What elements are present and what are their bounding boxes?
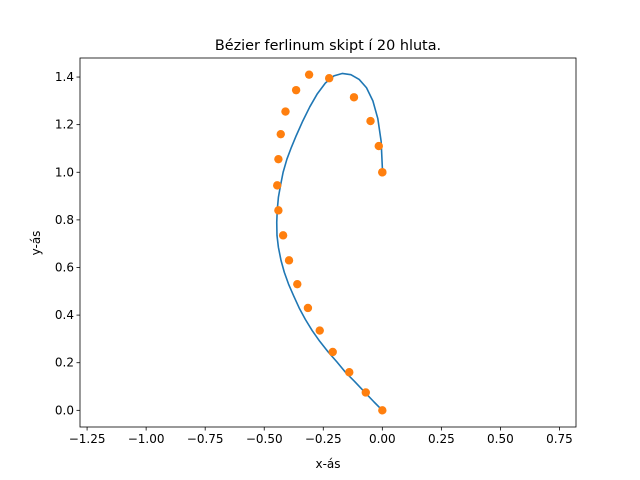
y-tick-label: 0.0 <box>55 403 74 417</box>
x-axis-label: x-ás <box>315 457 340 471</box>
x-tick-label: −1.00 <box>128 432 165 446</box>
y-tick-label: 0.8 <box>55 213 74 227</box>
x-tick-label: −0.25 <box>305 432 342 446</box>
x-tick-label: 0.25 <box>428 432 455 446</box>
plot-area <box>273 70 387 415</box>
axes-frame <box>79 57 577 428</box>
segment-point-marker <box>303 303 313 313</box>
segment-point-marker <box>378 168 387 177</box>
segment-point-marker <box>378 406 387 415</box>
segment-point-marker <box>276 129 285 139</box>
segment-point-marker <box>349 93 359 102</box>
y-axis-label: y-ás <box>29 231 43 256</box>
x-tick-label: −0.75 <box>187 432 224 446</box>
segment-point-marker <box>328 347 337 357</box>
segment-point-marker <box>324 74 334 83</box>
segment-point-marker <box>291 85 301 95</box>
bezier-curve-line <box>275 72 384 411</box>
y-axis-ticks: 0.0 0.2 0.4 0.6 0.8 1.0 1.2 1.4 <box>55 70 80 417</box>
segment-point-marker <box>345 368 354 377</box>
y-tick-label: 0.4 <box>55 308 74 322</box>
y-tick-label: 1.2 <box>55 118 74 132</box>
segment-point-marker <box>278 231 288 240</box>
x-tick-label: −0.50 <box>246 432 283 446</box>
segment-point-marker <box>361 388 370 397</box>
segment-point-marker <box>274 154 283 164</box>
x-axis-ticks: −1.25 −1.00 −0.75 −0.50 −0.25 0.00 0.25 0.50 0.7… <box>69 427 573 446</box>
x-tick-label: 0.75 <box>546 432 573 446</box>
y-tick-label: 1.0 <box>55 165 74 179</box>
x-tick-label: −1.25 <box>69 432 106 446</box>
x-tick-label: 0.50 <box>487 432 514 446</box>
segment-point-marker <box>304 70 314 79</box>
segment-point-marker <box>273 181 282 190</box>
segment-point-marker <box>281 107 290 116</box>
segment-point-marker <box>293 279 302 289</box>
x-tick-label: 0.00 <box>369 432 396 446</box>
segment-point-marker <box>374 141 383 151</box>
segment-point-marker <box>315 326 324 335</box>
segment-point-marker <box>284 256 294 265</box>
segment-point-marker <box>274 206 283 215</box>
y-tick-label: 0.6 <box>55 260 74 274</box>
chart-title: Bézier ferlinum skipt í 20 hluta. <box>215 38 441 54</box>
y-tick-label: 1.4 <box>55 70 74 84</box>
y-tick-label: 0.2 <box>55 356 74 370</box>
segment-point-marker <box>366 116 375 126</box>
